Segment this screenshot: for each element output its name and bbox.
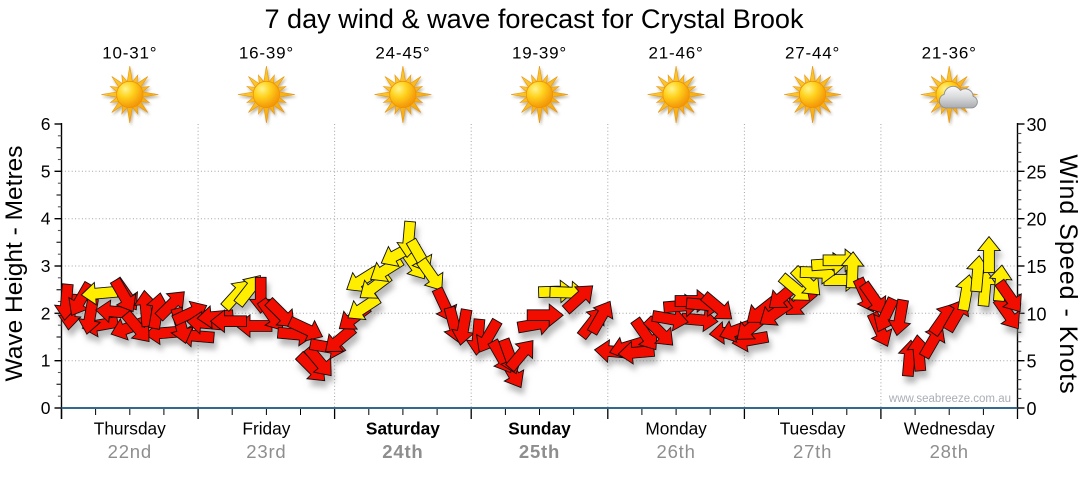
svg-text:15: 15 [1027, 257, 1047, 277]
svg-text:27th: 27th [793, 441, 832, 462]
svg-text:5: 5 [41, 161, 51, 181]
svg-text:6: 6 [41, 114, 51, 134]
svg-text:Thursday: Thursday [94, 419, 166, 439]
svg-text:30: 30 [1027, 115, 1047, 135]
svg-text:Tuesday: Tuesday [780, 419, 846, 439]
svg-text:Sunday: Sunday [508, 419, 571, 439]
svg-text:20: 20 [1027, 210, 1047, 230]
svg-text:21-46°: 21-46° [649, 44, 704, 63]
svg-text:22nd: 22nd [108, 441, 152, 462]
svg-text:Monday: Monday [645, 419, 707, 439]
svg-text:23rd: 23rd [246, 441, 286, 462]
svg-text:3: 3 [41, 256, 51, 276]
svg-text:16-39°: 16-39° [239, 44, 294, 63]
svg-text:1: 1 [41, 351, 51, 371]
svg-text:7 day wind & wave forecast for: 7 day wind & wave forecast for Crystal B… [264, 3, 804, 34]
svg-text:Wind Speed - Knots: Wind Speed - Knots [1054, 154, 1080, 394]
svg-text:5: 5 [1027, 352, 1037, 372]
svg-text:24-45°: 24-45° [375, 44, 430, 63]
svg-text:28th: 28th [930, 441, 969, 462]
svg-text:26th: 26th [656, 441, 695, 462]
svg-text:2: 2 [41, 303, 51, 323]
svg-text:Friday: Friday [242, 419, 290, 439]
svg-text:25th: 25th [519, 441, 560, 462]
svg-text:4: 4 [41, 209, 51, 229]
svg-text:Saturday: Saturday [366, 419, 440, 439]
svg-text:10: 10 [1027, 304, 1047, 324]
svg-text:27-44°: 27-44° [785, 44, 840, 63]
svg-text:Wave Height - Metres: Wave Height - Metres [1, 146, 28, 382]
svg-text:19-39°: 19-39° [512, 44, 567, 63]
svg-text:24th: 24th [382, 441, 423, 462]
svg-text:25: 25 [1027, 162, 1047, 182]
svg-text:Wednesday: Wednesday [904, 419, 995, 439]
svg-text:10-31°: 10-31° [102, 44, 157, 63]
svg-text:0: 0 [1027, 399, 1037, 419]
svg-text:0: 0 [41, 398, 51, 418]
svg-text:21-36°: 21-36° [922, 44, 977, 63]
svg-text:www.seabreeze.com.au: www.seabreeze.com.au [888, 393, 1011, 405]
